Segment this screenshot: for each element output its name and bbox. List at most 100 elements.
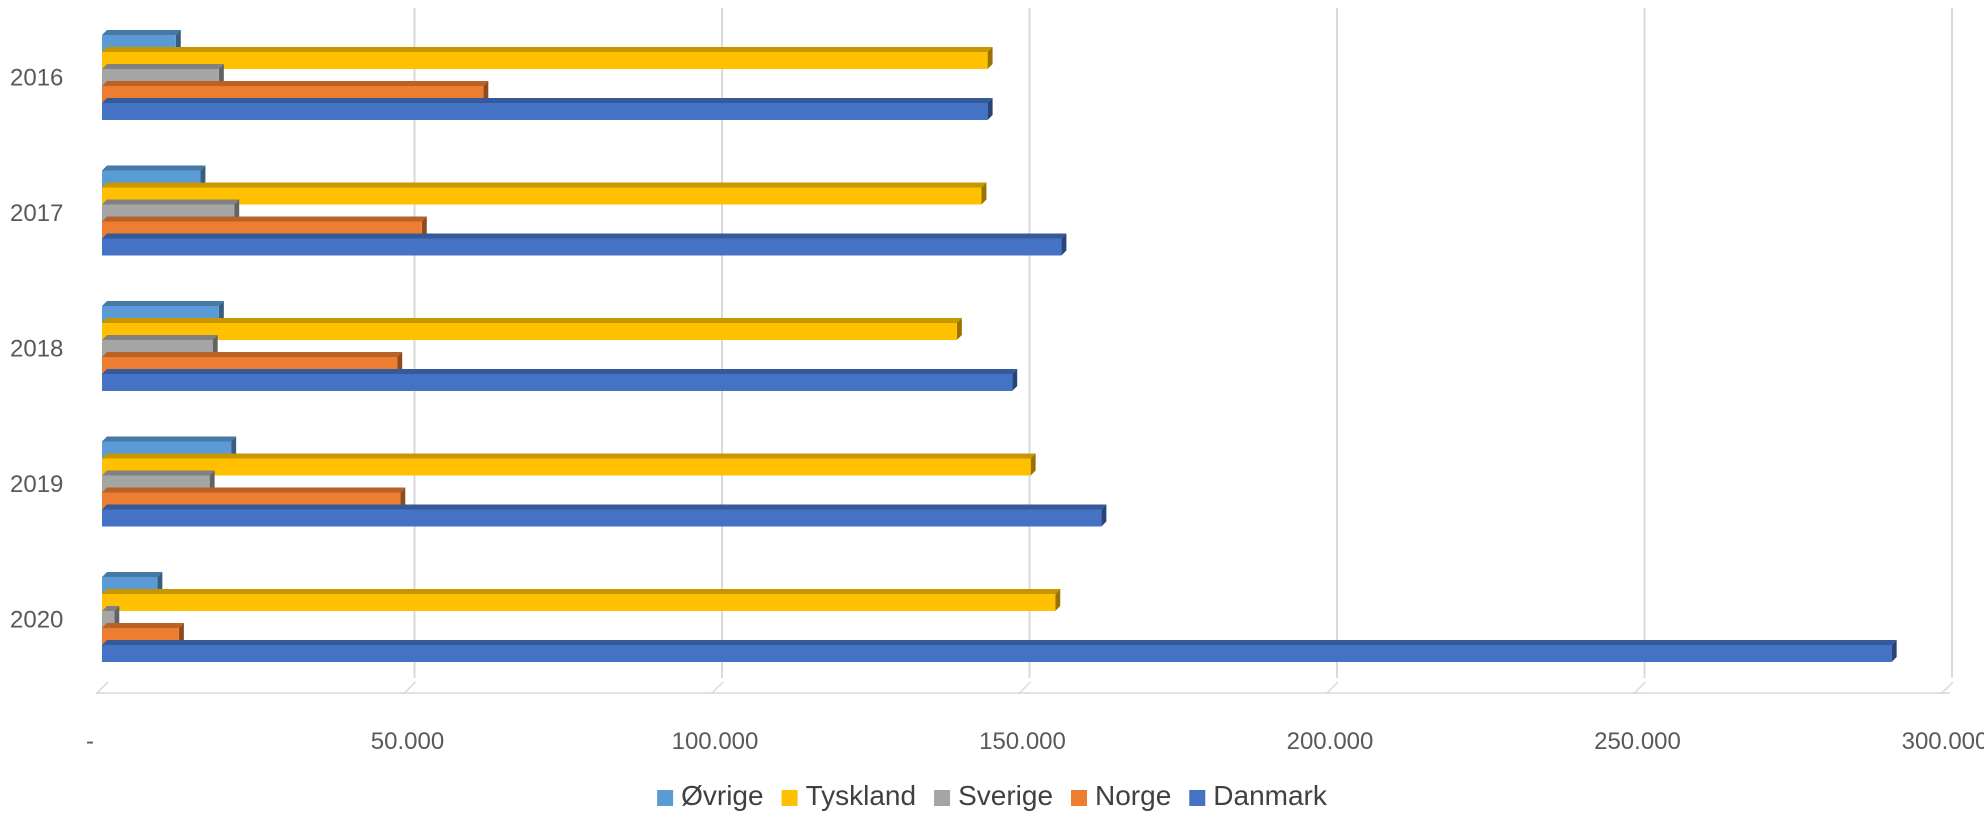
bars: [102, 30, 1897, 662]
x-tick-mark: [402, 681, 417, 695]
bar-top-face: [102, 98, 993, 103]
bar-top-face: [102, 589, 1061, 594]
bar-top-face: [102, 572, 163, 577]
x-tick-label: 100.000: [672, 728, 759, 755]
bar-top-face: [102, 165, 206, 171]
bar-top-face: [102, 487, 406, 493]
x-tick-mark: [95, 681, 109, 695]
bar-top-face: [102, 352, 403, 357]
bar-side-face: [200, 165, 206, 188]
bar-top-face: [102, 335, 218, 340]
bar-tyskland-2017: [102, 182, 987, 205]
bar-group-2018: [102, 301, 1018, 391]
bar-top-face: [102, 606, 120, 611]
legend-swatch: [657, 790, 674, 806]
bar-top-face: [102, 369, 1018, 374]
bar-side-face: [397, 352, 403, 374]
x-tick-label: 300.000: [1902, 728, 1984, 755]
x-tick-label: 150.000: [979, 728, 1066, 755]
bar-side-face: [175, 30, 181, 52]
bar-side-face: [987, 47, 993, 69]
bar-side-face: [1061, 233, 1067, 256]
bar-side-face: [1012, 369, 1018, 391]
bar-top-face: [102, 216, 427, 222]
x-tick-mark: [1940, 681, 1954, 695]
legend-item-norge: Norge: [1071, 780, 1171, 811]
legend-label: Danmark: [1213, 780, 1328, 811]
bar-side-face: [218, 64, 224, 86]
x-tick-label: -: [86, 728, 94, 755]
bar-side-face: [981, 182, 987, 205]
bar-side-face: [1101, 504, 1107, 527]
legend-swatch: [781, 790, 798, 806]
y-tick-label: 2018: [10, 336, 63, 363]
bar-top-face: [102, 81, 489, 86]
bar-side-face: [209, 470, 215, 493]
bar-top-face: [102, 470, 215, 476]
bar-top-face: [102, 64, 224, 69]
bar-side-face: [231, 436, 237, 459]
y-tick-label: 2019: [10, 471, 63, 498]
y-tick-label: 2020: [10, 607, 63, 634]
bar-side-face: [234, 199, 240, 222]
legend-label: Norge: [1095, 780, 1171, 811]
bar-top-face: [102, 318, 962, 323]
bar-tyskland-2020: [102, 589, 1061, 611]
bar-side-face: [1891, 640, 1897, 662]
bar-front-face: [102, 374, 1013, 391]
bar-top-face: [102, 504, 1107, 510]
legend-label: Tyskland: [806, 780, 917, 811]
legend-swatch: [1071, 790, 1088, 806]
bar-danmark-2019: [102, 504, 1107, 527]
x-axis-labels: - 50.000 100.000 150.000 200.000 250.000 300.0…: [86, 728, 1984, 755]
bar-danmark-2018: [102, 369, 1018, 391]
bar-side-face: [1030, 453, 1036, 476]
bar-front-face: [102, 238, 1062, 256]
bar-side-face: [400, 487, 406, 510]
x-tick-label: 200.000: [1287, 728, 1374, 755]
legend-item-øvrige: Øvrige: [657, 780, 764, 811]
legend-label: Øvrige: [681, 780, 763, 811]
bar-top-face: [102, 640, 1897, 645]
bar-side-face: [483, 81, 489, 103]
bar-top-face: [102, 301, 224, 306]
bar-front-face: [102, 509, 1102, 527]
bar-front-face: [102, 594, 1056, 611]
x-tick-mark: [1017, 681, 1032, 695]
bar-group-2020: [102, 572, 1897, 662]
bar-side-face: [178, 623, 184, 645]
bar-top-face: [102, 436, 237, 442]
bar-side-face: [1055, 589, 1061, 611]
x-tick-label: 250.000: [1594, 728, 1681, 755]
bar-top-face: [102, 199, 240, 205]
legend-swatch: [1189, 790, 1206, 806]
bar-top-face: [102, 182, 987, 188]
bar-group-2016: [102, 30, 993, 120]
bar-side-face: [987, 98, 993, 120]
bar-danmark-2020: [102, 640, 1897, 662]
bar-front-face: [102, 645, 1892, 662]
y-tick-label: 2017: [10, 200, 63, 227]
bar-danmark-2016: [102, 98, 993, 120]
bar-side-face: [157, 572, 163, 594]
bar-top-face: [102, 623, 184, 628]
bar-front-face: [102, 323, 957, 340]
x-tick-mark: [1325, 681, 1339, 695]
bar-side-face: [114, 606, 120, 628]
bar-side-face: [956, 318, 962, 340]
y-tick-label: 2016: [10, 65, 63, 92]
bar-top-face: [102, 47, 993, 52]
bar-side-face: [218, 301, 224, 323]
legend-item-sverige: Sverige: [934, 780, 1053, 811]
x-tick-label: 50.000: [371, 728, 444, 755]
x-tick-mark: [710, 681, 724, 695]
legend-item-tyskland: Tyskland: [781, 780, 917, 811]
legend-swatch: [934, 790, 951, 806]
bar-side-face: [212, 335, 218, 357]
legend-item-danmark: Danmark: [1189, 780, 1328, 811]
x-tick-mark: [1632, 681, 1647, 695]
bar-front-face: [102, 103, 988, 120]
bar-top-face: [102, 233, 1067, 239]
